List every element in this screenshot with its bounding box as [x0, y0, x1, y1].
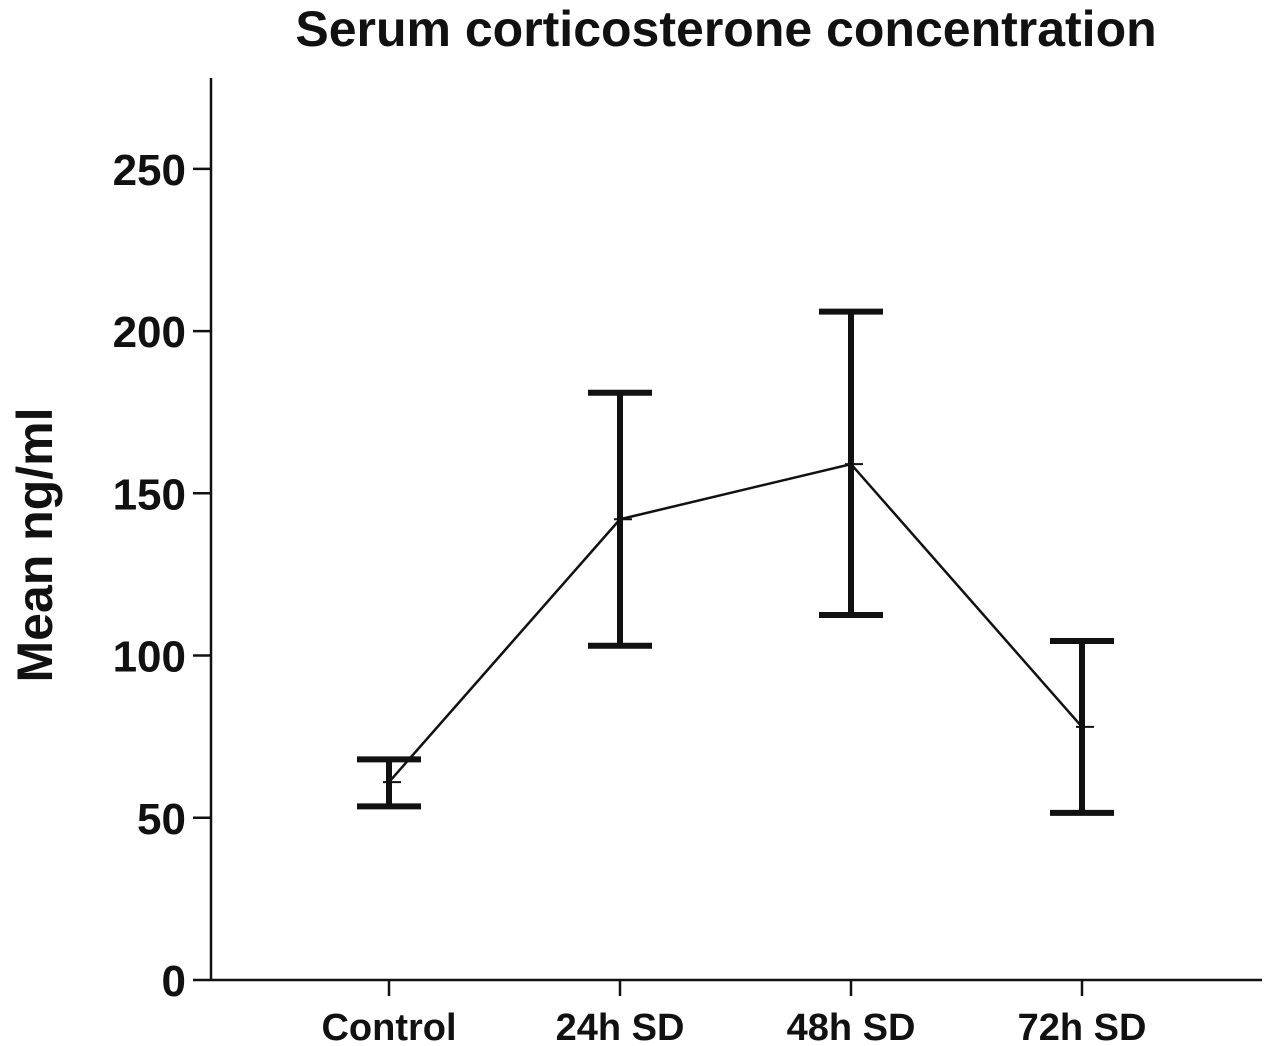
- error-bar: [819, 308, 883, 618]
- series-group: [357, 308, 1114, 816]
- x-tick-label: Control: [321, 1007, 456, 1046]
- x-tick-label: 48h SD: [787, 1007, 916, 1046]
- x-tick-label: 24h SD: [556, 1007, 685, 1046]
- x-tick-label: 72h SD: [1018, 1007, 1147, 1046]
- x-ticks: Control 24h SD 48h SD 72h SD: [321, 980, 1146, 1046]
- y-tick-label: 50: [137, 795, 186, 844]
- series-line: [388, 462, 1083, 783]
- y-tick-label: 250: [113, 146, 186, 195]
- y-axis-label: Mean ng/ml: [7, 407, 63, 682]
- y-tick-label: 150: [113, 470, 186, 519]
- error-bar: [1050, 637, 1114, 816]
- y-tick-label: 0: [162, 957, 186, 1006]
- y-tick-label: 100: [113, 633, 186, 682]
- y-tick-label: 200: [113, 308, 186, 357]
- error-bar: [588, 389, 652, 649]
- error-bar: [357, 756, 421, 810]
- axes: [209, 78, 1262, 982]
- y-ticks: 0 50 100 150 200 250: [113, 146, 211, 1006]
- chart-title: Serum corticosterone concentration: [295, 1, 1156, 57]
